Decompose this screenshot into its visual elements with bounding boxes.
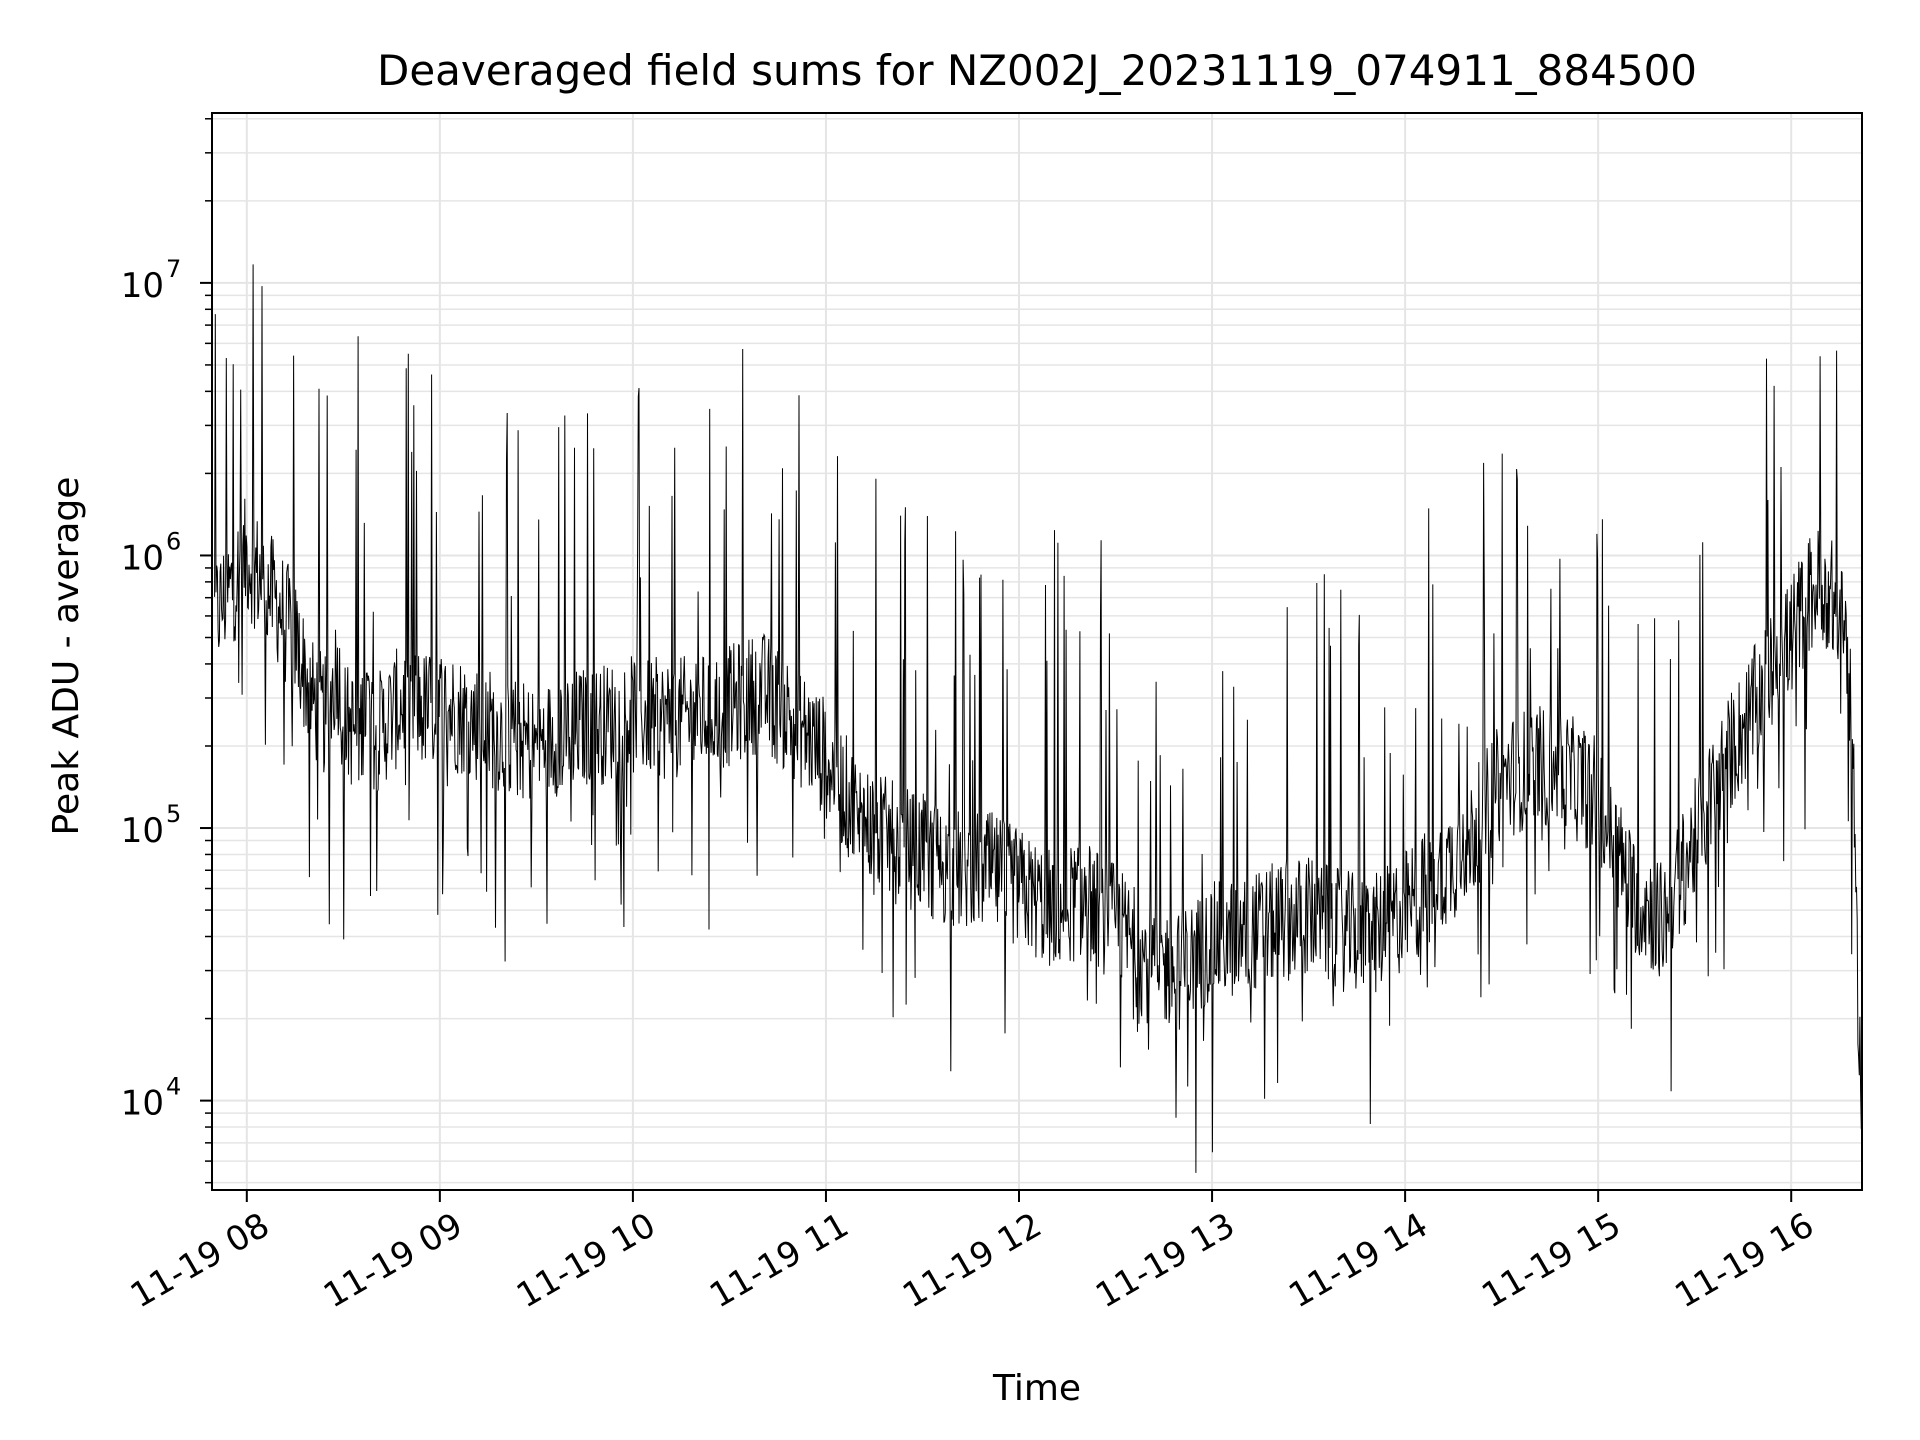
x-tick-label: 11-19 15 xyxy=(1475,1205,1627,1316)
grid xyxy=(212,113,1862,1190)
y-tick-label: 10 xyxy=(121,1084,164,1124)
y-tick-exponent: 6 xyxy=(166,527,181,555)
series-line xyxy=(214,264,1863,1173)
x-axis-label: Time xyxy=(992,1368,1081,1409)
y-tick-exponent: 7 xyxy=(166,255,181,283)
y-tick-label: 10 xyxy=(121,266,164,306)
x-tick-label: 11-19 13 xyxy=(1089,1205,1241,1316)
x-axis: 11-19 08 11-19 09 11-19 10 11-19 11 11-19 12… xyxy=(124,1190,1821,1316)
y-tick-label: 10 xyxy=(121,811,164,851)
x-tick-label: 11-19 16 xyxy=(1668,1205,1820,1316)
x-tick-label: 11-19 12 xyxy=(896,1205,1048,1316)
y-tick-exponent: 4 xyxy=(166,1073,181,1101)
x-tick-label: 11-19 10 xyxy=(510,1205,662,1316)
y-tick-exponent: 5 xyxy=(166,800,181,828)
y-tick-label: 10 xyxy=(121,538,164,578)
x-tick-label: 11-19 11 xyxy=(703,1205,855,1316)
plot-frame xyxy=(211,112,1863,1191)
x-tick-label: 11-19 09 xyxy=(317,1205,469,1316)
y-axis-label: Peak ADU - average xyxy=(46,477,87,836)
x-tick-label: 11-19 14 xyxy=(1282,1205,1434,1316)
data-series xyxy=(214,264,1863,1173)
x-tick-label: 11-19 08 xyxy=(124,1205,276,1316)
chart-title: Deaveraged field sums for NZ002J_2023111… xyxy=(377,46,1697,95)
